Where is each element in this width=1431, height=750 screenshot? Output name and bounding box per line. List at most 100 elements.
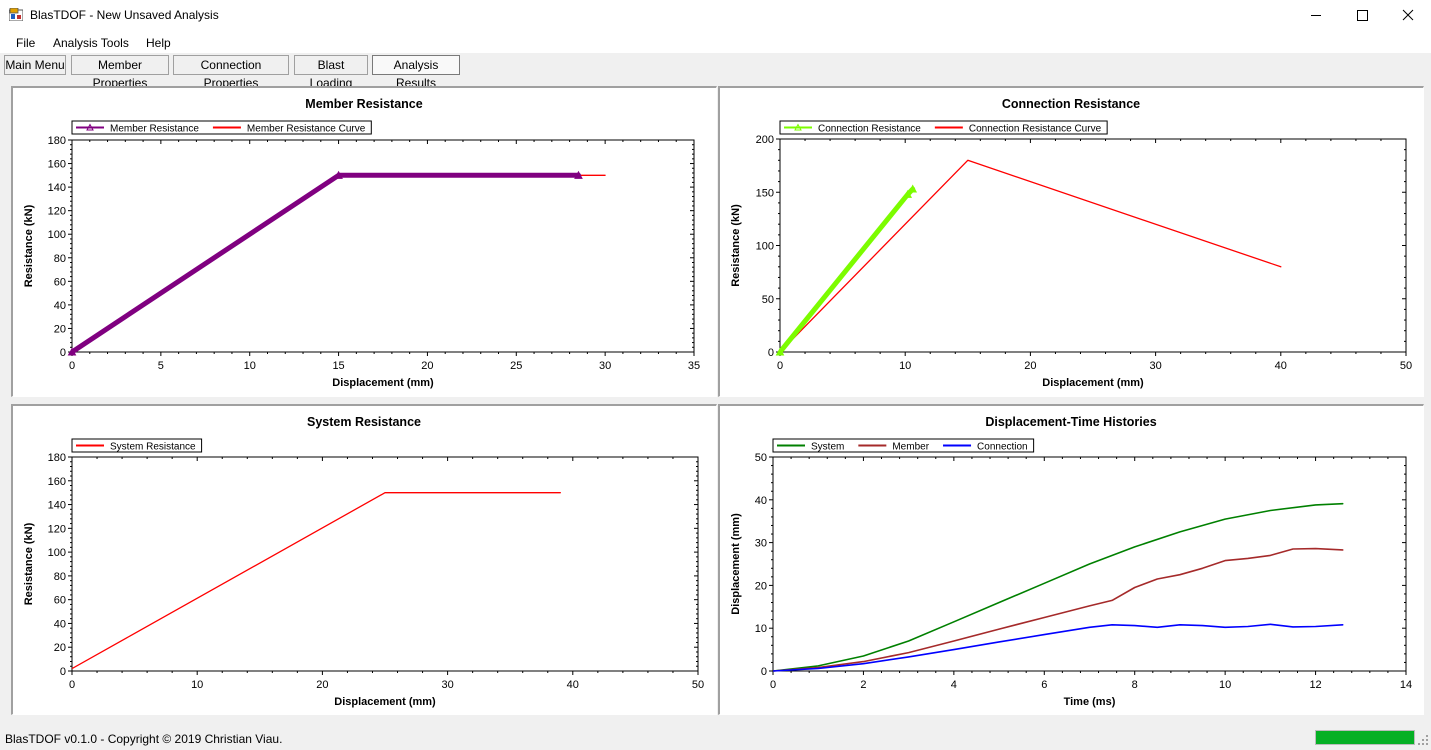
x-tick-label: 40 — [1275, 360, 1287, 372]
close-button[interactable] — [1385, 0, 1431, 31]
y-axis-label: Resistance (kN) — [23, 204, 35, 287]
chart-title: System Resistance — [307, 415, 421, 429]
tab-connection-properties[interactable]: Connection Properties — [173, 55, 289, 90]
x-tick-label: 20 — [421, 360, 433, 372]
series-point-connection-resistance — [775, 347, 785, 356]
connection-resistance-chart: Connection Resistance 0 10 20 30 40 50 0 50 100 15… — [718, 86, 1424, 397]
y-tick-label: 20 — [54, 642, 66, 654]
tab-main-menu[interactable]: Main Menu — [4, 55, 66, 75]
x-tick-label: 0 — [69, 360, 75, 372]
series-point-connection-resistance — [903, 189, 913, 198]
displacement-time-plot: Displacement-Time Histories 0 2 4 6 8 10 12 14 0 1… — [730, 415, 1412, 708]
x-axis-label: Displacement (mm) — [332, 377, 434, 389]
window-title: BlasTDOF - New Unsaved Analysis — [30, 8, 219, 22]
plot-area — [71, 139, 695, 353]
y-tick-label: 40 — [755, 495, 767, 507]
y-tick-label: 140 — [48, 182, 66, 194]
legend-box — [772, 438, 1035, 453]
y-tick-label: 80 — [54, 253, 66, 265]
resize-grip-icon[interactable] — [1417, 734, 1429, 746]
x-tick-label: 10 — [191, 679, 203, 691]
x-tick-label: 15 — [332, 360, 344, 372]
y-tick-label: 160 — [48, 476, 66, 488]
x-tick-label: 10 — [244, 360, 256, 372]
y-tick-label: 40 — [54, 618, 66, 630]
y-tick-label: 150 — [756, 187, 774, 199]
x-tick-label: 20 — [316, 679, 328, 691]
y-tick-label: 100 — [48, 229, 66, 241]
x-tick-label: 30 — [1149, 360, 1161, 372]
x-tick-label: 8 — [1132, 679, 1138, 691]
progress-bar-fill — [1316, 731, 1414, 744]
system-resistance-plot: System Resistance 0 10 20 30 40 50 0 20 40 60 80 100… — [23, 415, 704, 708]
chart-title: Connection Resistance — [1002, 97, 1140, 111]
legend-label-member-resistance: Member Resistance — [110, 124, 199, 135]
minimize-icon — [1311, 15, 1321, 16]
connection-resistance-plot: Connection Resistance 0 10 20 30 40 50 0 50 100 15… — [730, 97, 1412, 389]
menu-help[interactable]: Help — [146, 36, 171, 50]
series-point-connection-resistance — [908, 184, 918, 193]
close-icon — [1402, 9, 1414, 21]
y-axis-label: Displacement (mm) — [730, 513, 742, 615]
x-tick-label: 25 — [510, 360, 522, 372]
y-tick-label: 50 — [755, 452, 767, 464]
y-tick-label: 0 — [761, 666, 767, 678]
y-tick-label: 180 — [48, 452, 66, 464]
y-tick-label: 0 — [60, 347, 66, 359]
series-point-member-resistance — [67, 347, 77, 356]
displacement-time-chart: Displacement-Time Histories 0 2 4 6 8 10 12 14 0 1… — [718, 404, 1424, 715]
chart-legend: Member Resistance Member Resistance Curve — [71, 120, 372, 135]
y-tick-label: 100 — [756, 241, 774, 253]
chart-title: Member Resistance — [305, 97, 422, 111]
series-line-system-resistance — [72, 492, 561, 670]
y-tick-label: 140 — [48, 500, 66, 512]
y-tick-label: 20 — [54, 323, 66, 335]
y-tick-label: 120 — [48, 206, 66, 218]
x-tick-label: 5 — [158, 360, 164, 372]
series-point-member-resistance — [334, 170, 343, 179]
menu-analysis-tools[interactable]: Analysis Tools — [53, 36, 129, 50]
x-tick-label: 10 — [1219, 679, 1231, 691]
legend-label-connection: Connection — [977, 442, 1028, 453]
progress-bar — [1315, 730, 1415, 745]
y-axis-label: Resistance (kN) — [730, 204, 742, 287]
series-point-member-resistance — [574, 170, 583, 179]
x-axis-label: Time (ms) — [1064, 696, 1116, 708]
tab-member-properties[interactable]: Member Properties — [71, 55, 169, 90]
chart-legend: System Resistance — [71, 438, 203, 453]
legend-label-connection-resistance: Connection Resistance — [818, 124, 921, 135]
menu-file[interactable]: File — [16, 36, 36, 50]
y-tick-label: 50 — [762, 294, 774, 306]
x-tick-label: 40 — [567, 679, 579, 691]
legend-label-member-resistance-curve: Member Resistance Curve — [247, 124, 366, 135]
legend-label-system-resistance: System Resistance — [110, 442, 196, 453]
legend-label-member: Member — [892, 442, 929, 453]
legend-marker-connection-resistance — [794, 123, 802, 131]
y-tick-label: 200 — [756, 134, 774, 146]
title-bar: BlasTDOF - New Unsaved Analysis — [0, 0, 1431, 31]
x-tick-label: 0 — [69, 679, 75, 691]
minimize-button[interactable] — [1293, 0, 1339, 31]
x-tick-label: 30 — [441, 679, 453, 691]
y-tick-label: 0 — [60, 666, 66, 678]
x-axis-label: Displacement (mm) — [334, 696, 436, 708]
legend-marker-member-resistance — [86, 123, 94, 131]
tab-analysis-results[interactable]: Analysis Results — [372, 55, 460, 90]
tab-blast-loading[interactable]: Blast Loading — [294, 55, 368, 90]
chart-legend: Connection Resistance Connection Resistan… — [779, 120, 1108, 135]
x-tick-label: 50 — [692, 679, 704, 691]
plot-area — [779, 138, 1407, 353]
menu-bar: File Analysis Tools Help — [0, 31, 1431, 53]
x-tick-label: 20 — [1024, 360, 1036, 372]
x-tick-label: 12 — [1309, 679, 1321, 691]
x-tick-label: 4 — [951, 679, 957, 691]
legend-label-connection-resistance-curve: Connection Resistance Curve — [969, 124, 1102, 135]
y-tick-label: 20 — [755, 580, 767, 592]
maximize-button[interactable] — [1339, 0, 1385, 31]
x-axis-label: Displacement (mm) — [1042, 377, 1144, 389]
y-tick-label: 120 — [48, 523, 66, 535]
x-tick-label: 10 — [899, 360, 911, 372]
x-tick-label: 0 — [777, 360, 783, 372]
plot-area — [71, 456, 699, 672]
x-tick-label: 35 — [688, 360, 700, 372]
